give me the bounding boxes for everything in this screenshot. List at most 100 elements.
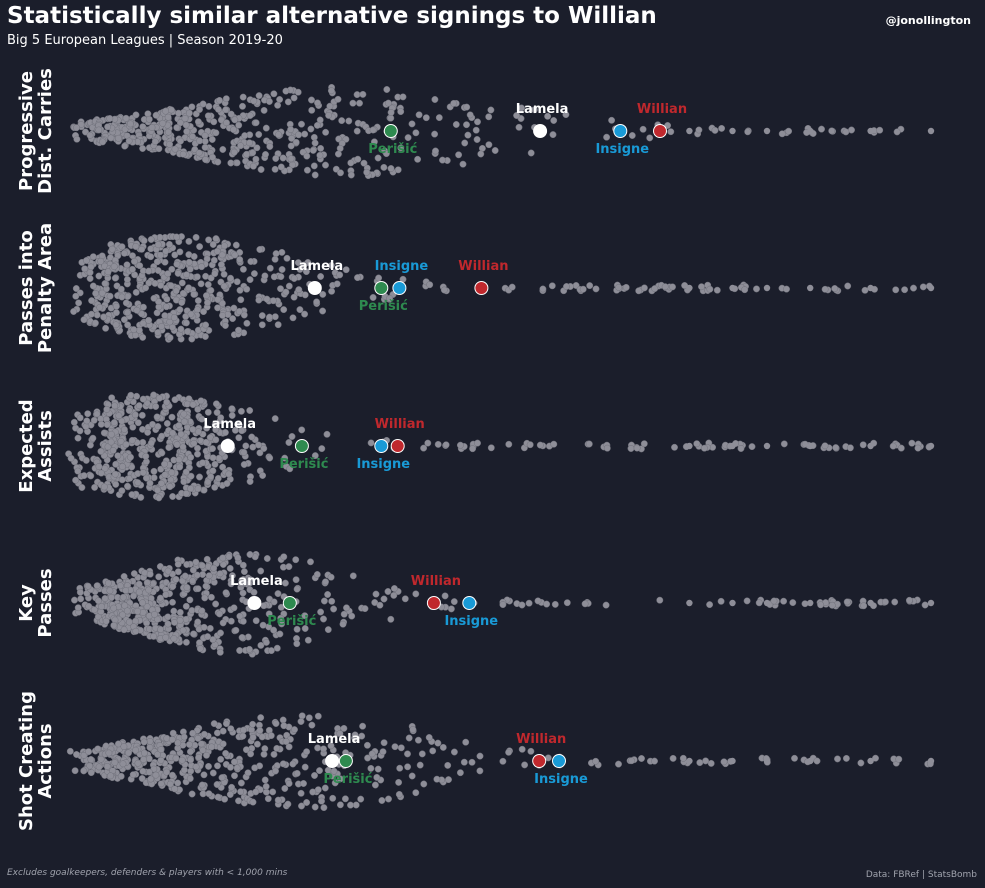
swarm-dot — [146, 744, 154, 751]
swarm-dot — [276, 96, 284, 103]
swarm-dot — [266, 454, 274, 462]
swarm-dot — [262, 124, 270, 132]
swarm-dot — [485, 113, 493, 121]
swarm-dot — [729, 127, 736, 135]
swarm-dot — [239, 561, 247, 569]
author-handle: @jonollington — [885, 14, 971, 27]
swarm-dot — [120, 426, 128, 433]
player-marker — [462, 596, 477, 610]
row-label: Shot CreatingActions — [16, 691, 56, 831]
swarm-dot — [203, 424, 211, 432]
swarm-dot — [127, 453, 134, 461]
swarm-dot — [914, 444, 922, 452]
swarm-dot — [111, 274, 119, 282]
swarm-dot — [218, 774, 226, 782]
player-label: Lamela — [290, 259, 343, 274]
swarm-dot — [167, 106, 175, 114]
swarm-row: Lamela Willian Insigne Perišić — [71, 550, 935, 658]
swarm-dot — [130, 570, 138, 578]
swarm-dot — [238, 634, 246, 641]
swarm-dot — [132, 111, 140, 119]
swarm-dot — [194, 734, 202, 742]
swarm-dot — [462, 738, 470, 746]
swarm-dot — [284, 800, 292, 808]
swarm-dot — [905, 596, 913, 604]
swarm-dot — [174, 560, 182, 568]
swarm-dot — [71, 767, 79, 775]
swarm-dot — [172, 754, 180, 762]
swarm-dot — [239, 617, 247, 625]
swarm-dot — [176, 616, 184, 624]
player-marker — [552, 754, 566, 768]
swarm-dot — [341, 795, 349, 803]
swarm-dot — [867, 599, 874, 607]
swarm-dot — [89, 282, 97, 290]
swarm-dot — [199, 459, 207, 467]
swarm-dot — [100, 429, 108, 437]
swarm-dot — [210, 720, 218, 728]
swarm-dot — [133, 306, 141, 314]
swarm-dot — [301, 612, 309, 620]
swarm-dot — [843, 598, 851, 606]
swarm-dot — [103, 421, 111, 429]
swarm-dot — [82, 257, 90, 264]
swarm-dot — [179, 626, 187, 634]
swarm-dot — [260, 750, 268, 758]
swarm-dot — [338, 117, 346, 125]
swarm-dot — [145, 768, 153, 776]
player-marker — [220, 439, 235, 453]
swarm-dot — [283, 254, 291, 262]
swarm-dot — [260, 445, 268, 452]
swarm-dot — [154, 241, 162, 249]
swarm-dot — [404, 134, 412, 142]
swarm-dot — [608, 116, 616, 124]
swarm-dot — [140, 749, 148, 757]
swarm-dot — [194, 618, 202, 626]
swarm-dot — [157, 756, 165, 764]
swarm-dot — [297, 789, 305, 797]
swarm-dot — [171, 251, 179, 259]
swarm-dot — [908, 439, 916, 447]
swarm-dot — [266, 264, 274, 272]
player-marker — [426, 596, 441, 610]
swarm-dot — [197, 397, 205, 405]
swarm-dot — [187, 472, 195, 480]
swarm-dot — [232, 626, 240, 634]
swarm-dot — [122, 441, 130, 448]
swarm-dot — [273, 644, 281, 652]
swarm-dot — [706, 601, 714, 609]
swarm-dot — [125, 749, 132, 757]
swarm-dot — [257, 166, 265, 173]
swarm-dot — [303, 152, 311, 160]
swarm-dot — [433, 775, 441, 783]
row-label-line: Actions — [35, 723, 56, 798]
swarm-dot — [271, 415, 279, 423]
swarm-dot — [132, 288, 140, 296]
swarm-dot — [337, 169, 344, 177]
swarm-dot — [333, 280, 341, 288]
swarm-dot — [505, 440, 513, 448]
swarm-dot — [157, 780, 165, 788]
swarm-dot — [821, 442, 829, 450]
swarm-dot — [108, 245, 116, 253]
swarm-dot — [311, 803, 319, 811]
swarm-dot — [196, 645, 204, 653]
swarm-dot — [513, 112, 521, 119]
swarm-dot — [183, 584, 191, 591]
swarm-dot — [314, 712, 322, 720]
swarm-dot — [187, 310, 195, 318]
swarm-dot — [201, 132, 209, 140]
swarm-dot — [237, 142, 245, 150]
swarm-dot — [661, 283, 669, 291]
swarm-dot — [329, 794, 337, 802]
swarm-dot — [101, 595, 109, 602]
swarm-dot — [889, 442, 897, 450]
swarm-dot — [186, 596, 194, 604]
swarm-dot — [134, 607, 142, 615]
swarm-dot — [220, 270, 228, 278]
swarm-dot — [615, 760, 622, 768]
swarm-dot — [245, 645, 253, 653]
swarm-dot — [348, 612, 356, 620]
swarm-dot — [303, 166, 311, 174]
swarm-dot — [75, 299, 83, 307]
